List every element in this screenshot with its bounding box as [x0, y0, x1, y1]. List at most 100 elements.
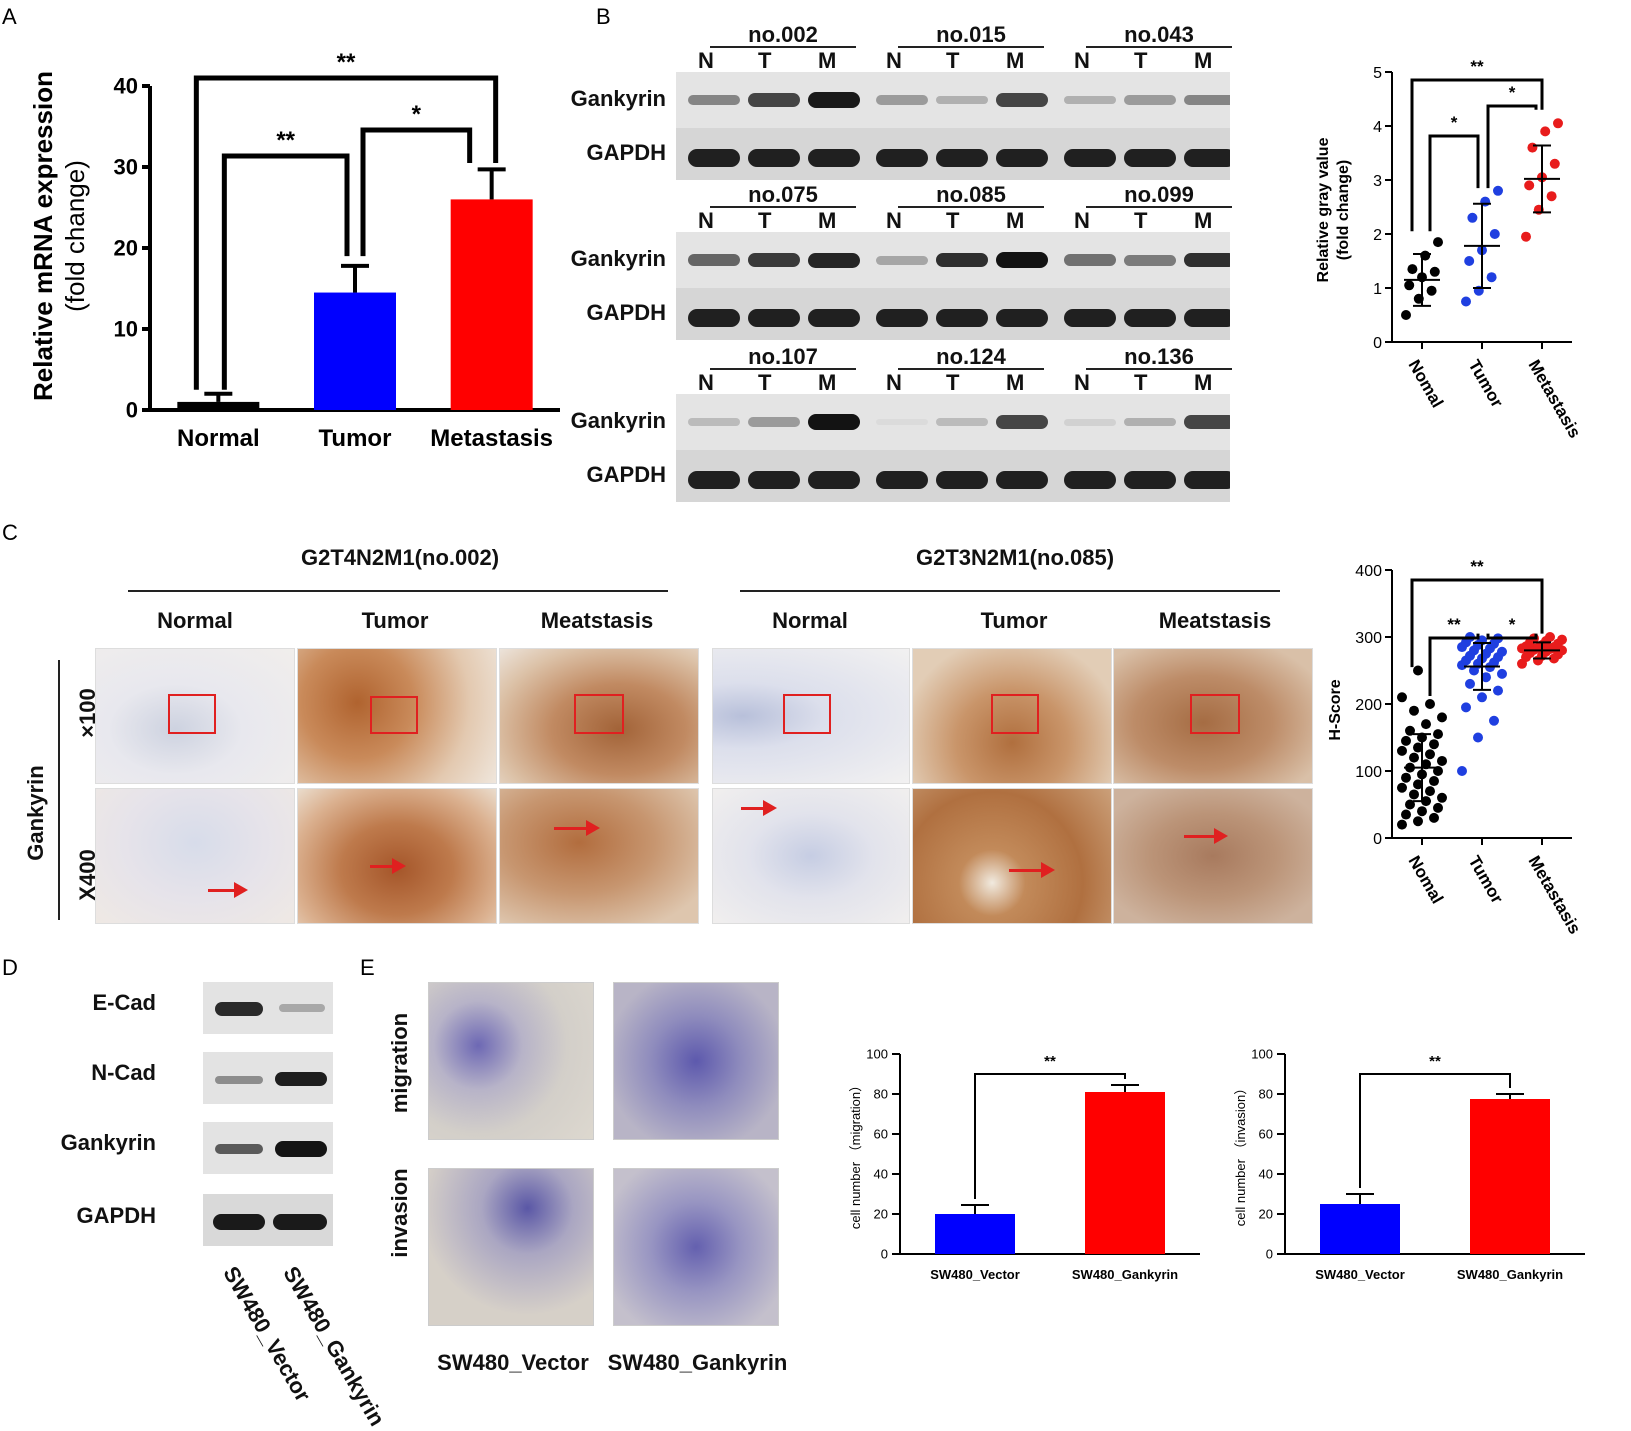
- band: [275, 1141, 327, 1157]
- roi-box: [574, 694, 624, 734]
- data-point: [1409, 752, 1419, 763]
- band: [876, 95, 928, 105]
- data-point: [1397, 745, 1407, 756]
- x-tick-label: SW480_Gankyrin: [1457, 1267, 1563, 1282]
- data-point: [1457, 766, 1467, 776]
- significance-bracket: [1359, 1073, 1511, 1188]
- lane-label: N: [886, 370, 902, 395]
- lane-label: M: [1194, 370, 1213, 395]
- lane-label: N: [1074, 208, 1090, 233]
- data-point: [1413, 742, 1423, 753]
- panel-label-a: A: [2, 4, 17, 29]
- data-point: [1465, 678, 1475, 689]
- significance-bracket: [1428, 633, 1480, 696]
- y-tick-label: 0: [1373, 831, 1382, 848]
- case2-title: G2T3N2M1(no.085): [915, 545, 1115, 570]
- data-point: [1405, 799, 1415, 810]
- data-point: [1413, 816, 1423, 827]
- bar-sw480_vector: [1320, 1204, 1400, 1254]
- d-label-ncad: N-Cad: [91, 1060, 156, 1085]
- data-point: [1437, 712, 1447, 723]
- sample-id: no.107: [748, 344, 818, 369]
- band: [688, 254, 740, 266]
- x-tick-label: SW480_Gankyrin: [1072, 1267, 1178, 1282]
- arrow-icon: [741, 800, 777, 816]
- band: [936, 95, 988, 105]
- chart-b: 0 1 2 3 4 5 Nomal Tumor Metastasis Relative gray …: [1315, 60, 1585, 442]
- band: [213, 1214, 265, 1230]
- data-point: [1486, 272, 1497, 283]
- sample-id: no.015: [936, 22, 1006, 47]
- blot-strip: [676, 394, 1230, 450]
- lane-label: M: [818, 208, 837, 233]
- band: [996, 93, 1048, 107]
- c-col-meta-1: Meatstasis: [540, 608, 654, 633]
- data-point: [1413, 665, 1423, 676]
- significance-bracket: [193, 75, 499, 390]
- protein-label: GAPDH: [586, 140, 666, 165]
- lane-label: N: [698, 370, 714, 395]
- data-point: [1409, 705, 1419, 716]
- data-point: [1497, 668, 1507, 679]
- band: [808, 92, 860, 108]
- chart-c: 0 100 200 300 400 Nomal Tumor Metastasis H-Score…: [1327, 560, 1584, 937]
- data-point: [1401, 735, 1411, 746]
- panel-label-d: D: [2, 955, 18, 980]
- y-tick-label: 20: [1259, 1207, 1273, 1222]
- band: [1184, 149, 1230, 167]
- y-tick-label: 100: [1251, 1047, 1273, 1062]
- lane-label: T: [758, 370, 772, 395]
- band: [215, 1144, 263, 1154]
- bar-metastasis: [450, 199, 533, 410]
- d-label-ecad: E-Cad: [92, 990, 156, 1015]
- ihc-tumor-100-2: [912, 648, 1112, 784]
- band: [808, 414, 860, 430]
- band: [936, 252, 988, 268]
- e-row-invasion: invasion: [387, 1168, 412, 1258]
- band: [808, 149, 860, 167]
- roi-box: [783, 694, 831, 734]
- band: [748, 417, 800, 427]
- lane-label: T: [1134, 370, 1148, 395]
- data-point: [1527, 142, 1538, 153]
- arrow-icon: [208, 882, 248, 898]
- lane-label: M: [1006, 48, 1025, 73]
- y-tick-label: 4: [1373, 119, 1382, 136]
- data-point: [1417, 806, 1427, 817]
- y-axis-label: cell number （migration）: [848, 1079, 863, 1229]
- lane-label: T: [946, 48, 960, 73]
- band: [273, 1214, 327, 1230]
- sample-id: no.124: [936, 344, 1006, 369]
- band: [876, 255, 928, 265]
- data-point: [1433, 729, 1443, 740]
- lane-label: N: [886, 48, 902, 73]
- bar-sw480_gankyrin: [1470, 1099, 1550, 1254]
- sample-rule: [1086, 46, 1232, 48]
- significance-bracket: [1410, 78, 1544, 232]
- lane-label: T: [1134, 48, 1148, 73]
- roi-box: [370, 696, 418, 734]
- protein-label: Gankyrin: [570, 246, 666, 271]
- data-point: [1404, 280, 1415, 291]
- x-tick-label: Normal: [177, 425, 260, 452]
- band: [1064, 149, 1116, 167]
- band: [936, 418, 988, 426]
- data-point: [1425, 699, 1435, 709]
- c-col-meta-2: Meatstasis: [1158, 608, 1272, 633]
- data-point: [1407, 264, 1418, 275]
- data-point: [1425, 749, 1435, 760]
- data-point: [1397, 782, 1407, 793]
- lane-label: M: [1006, 370, 1025, 395]
- chart-e-invasion: 0 20 40 60 80 100 SW480_Vector SW480_Gankyrin ce…: [1233, 1047, 1585, 1282]
- band: [996, 415, 1048, 429]
- band: [808, 471, 860, 489]
- lane-label: M: [818, 48, 837, 73]
- roi-box: [1190, 694, 1240, 734]
- sample-id: no.085: [936, 182, 1006, 207]
- x-tick-label: Metastasis: [1525, 357, 1585, 442]
- transwell-migration-gankyrin: [613, 982, 779, 1140]
- band: [876, 309, 928, 327]
- case1-title: G2T4N2M1(no.002): [300, 545, 500, 570]
- c-row-rule: [58, 660, 60, 920]
